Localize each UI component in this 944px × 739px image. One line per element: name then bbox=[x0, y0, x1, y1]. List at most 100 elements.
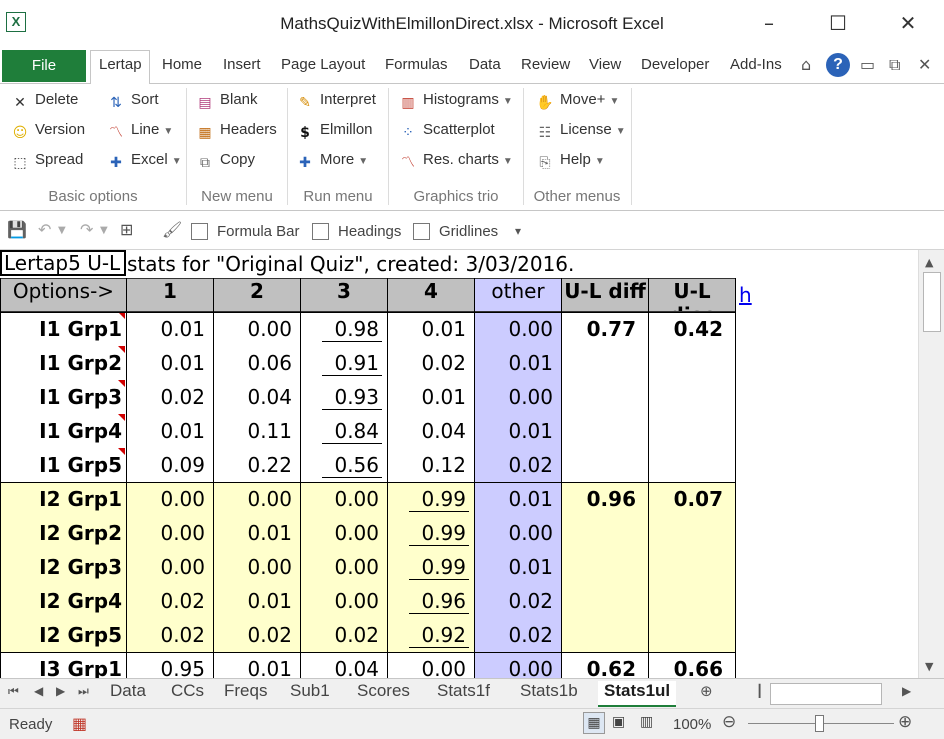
table-cell[interactable]: 0.04 bbox=[421, 419, 466, 443]
scroll-down-icon[interactable]: ▼ bbox=[925, 660, 934, 673]
table-cell[interactable]: 0.02 bbox=[508, 623, 553, 647]
table-cell[interactable]: 0.04 bbox=[247, 385, 292, 409]
ribbon-minimize-icon[interactable]: ▭ bbox=[860, 55, 876, 74]
table-cell[interactable]: 0.00 bbox=[508, 657, 553, 678]
row-label[interactable]: I1 Grp1 bbox=[39, 317, 122, 341]
table-cell[interactable]: 0.95 bbox=[160, 657, 205, 678]
insert-sheet-icon[interactable]: ⊕ bbox=[700, 682, 713, 700]
excel-button[interactable]: ✚ Excel ▼ bbox=[106, 148, 181, 172]
column-header[interactable]: U-L diff bbox=[561, 278, 649, 312]
table-cell[interactable]: 0.00 bbox=[247, 317, 292, 341]
zoom-slider-thumb[interactable] bbox=[815, 715, 824, 732]
sheet-tab-stats1ul[interactable]: Stats1ul bbox=[598, 681, 677, 707]
table-cell[interactable]: 0.01 bbox=[160, 419, 205, 443]
cell-a1[interactable]: Lertap5 U-L bbox=[0, 250, 126, 276]
ul-diff-cell[interactable] bbox=[561, 550, 636, 584]
table-cell[interactable]: 0.96 bbox=[421, 589, 466, 613]
last-sheet-icon[interactable]: ⏭ bbox=[78, 684, 89, 698]
table-cell[interactable]: 0.02 bbox=[160, 385, 205, 409]
tab-split-handle-icon[interactable]: ┃ bbox=[756, 684, 764, 698]
maximize-button[interactable]: ☐ bbox=[829, 11, 847, 35]
row-label[interactable]: I1 Grp5 bbox=[39, 453, 122, 477]
table-cell[interactable]: 0.01 bbox=[247, 657, 292, 678]
tab-insert[interactable]: Insert bbox=[223, 56, 261, 73]
ribbon-collapse-icon[interactable]: ⌂ bbox=[801, 55, 812, 74]
tab-formulas[interactable]: Formulas bbox=[385, 56, 448, 73]
tab-file[interactable]: File bbox=[2, 50, 86, 82]
ul-disc-cell[interactable] bbox=[648, 448, 723, 482]
scroll-up-icon[interactable]: ▲ bbox=[925, 256, 934, 269]
table-cell[interactable]: 0.02 bbox=[160, 623, 205, 647]
ul-disc-cell[interactable]: 0.07 bbox=[673, 487, 723, 511]
license-button[interactable]: ☷ License ▼ bbox=[535, 118, 626, 142]
row-label[interactable]: I2 Grp1 bbox=[39, 487, 122, 511]
table-cell[interactable]: 0.92 bbox=[421, 623, 466, 647]
ul-disc-cell[interactable] bbox=[648, 414, 723, 448]
next-sheet-icon[interactable]: ▶ bbox=[56, 684, 66, 698]
table-cell[interactable]: 0.02 bbox=[247, 623, 292, 647]
vertical-scrollbar[interactable]: ▲ ▼ bbox=[918, 250, 944, 678]
table-cell[interactable]: 0.12 bbox=[421, 453, 466, 477]
zoom-level[interactable]: 100% bbox=[673, 716, 712, 733]
table-cell[interactable]: 0.01 bbox=[160, 351, 205, 375]
ribbon-close-icon[interactable]: ✕ bbox=[918, 55, 932, 74]
tab-data[interactable]: Data bbox=[469, 56, 501, 73]
hyperlink-cell[interactable]: h bbox=[739, 283, 752, 307]
ul-disc-cell[interactable] bbox=[648, 516, 723, 550]
sort-button[interactable]: ⇅ Sort bbox=[106, 88, 158, 112]
tab-view[interactable]: View bbox=[589, 56, 622, 73]
scatterplot-button[interactable]: ⁘ Scatterplot bbox=[398, 118, 495, 142]
delete-button[interactable]: ✕ Delete bbox=[10, 88, 78, 112]
line-button[interactable]: 〽 Line ▼ bbox=[106, 118, 173, 142]
row-label[interactable]: I2 Grp4 bbox=[39, 589, 122, 613]
ul-diff-cell[interactable] bbox=[561, 448, 636, 482]
table-cell[interactable]: 0.01 bbox=[421, 317, 466, 341]
ul-diff-cell[interactable] bbox=[561, 516, 636, 550]
ul-disc-cell[interactable]: 0.66 bbox=[673, 657, 723, 678]
close-button[interactable]: ✕ bbox=[899, 11, 917, 35]
tab-add-ins[interactable]: Add-Ins bbox=[730, 56, 782, 73]
histograms-button[interactable]: ▥ Histograms ▼ bbox=[398, 88, 512, 112]
ul-diff-cell[interactable] bbox=[561, 618, 636, 652]
table-cell[interactable]: 0.02 bbox=[508, 453, 553, 477]
table-cell[interactable]: 0.00 bbox=[247, 487, 292, 511]
arrange-icon[interactable]: ⊞ bbox=[120, 220, 134, 239]
column-header[interactable]: 1 bbox=[126, 278, 214, 312]
zoom-in-icon[interactable]: ⊕ bbox=[898, 712, 913, 732]
headers-button[interactable]: ▦ Headers bbox=[195, 118, 276, 142]
help-menu-button[interactable]: ⎘ Help ▼ bbox=[535, 148, 604, 172]
prev-sheet-icon[interactable]: ◀ bbox=[34, 684, 44, 698]
undo-icon[interactable]: ↶ bbox=[38, 220, 52, 239]
column-header[interactable]: other bbox=[474, 278, 562, 312]
sheet-tab-stats1b[interactable]: Stats1b bbox=[520, 681, 578, 700]
ul-disc-cell[interactable] bbox=[648, 584, 723, 618]
redo-icon[interactable]: ↷ bbox=[80, 220, 94, 239]
customize-qat-icon[interactable]: ▾ bbox=[515, 224, 522, 238]
ul-diff-cell[interactable] bbox=[561, 380, 636, 414]
table-cell[interactable]: 0.00 bbox=[508, 385, 553, 409]
ul-diff-cell[interactable]: 0.77 bbox=[586, 317, 636, 341]
table-cell[interactable]: 0.00 bbox=[334, 555, 379, 579]
brush-icon[interactable]: 🖌 bbox=[162, 220, 183, 239]
table-cell[interactable]: 0.01 bbox=[508, 351, 553, 375]
scroll-right-icon[interactable]: ▶ bbox=[902, 684, 912, 698]
minimize-button[interactable]: – bbox=[764, 11, 774, 35]
tab-lertap[interactable]: Lertap bbox=[99, 56, 142, 73]
table-cell[interactable]: 0.00 bbox=[508, 317, 553, 341]
excel-logo-icon[interactable]: X bbox=[6, 12, 26, 32]
sheet-tab-data[interactable]: Data bbox=[110, 681, 146, 700]
table-cell[interactable]: 0.93 bbox=[334, 385, 379, 409]
worksheet-grid[interactable]: Lertap5 U-L stats for "Original Quiz", c… bbox=[0, 250, 918, 678]
table-cell[interactable]: 0.00 bbox=[508, 521, 553, 545]
elmillon-button[interactable]: $ Elmillon bbox=[295, 118, 372, 142]
row-label[interactable]: I1 Grp2 bbox=[39, 351, 122, 375]
table-cell[interactable]: 0.01 bbox=[247, 589, 292, 613]
ul-disc-cell[interactable] bbox=[648, 346, 723, 380]
first-sheet-icon[interactable]: ⏮ bbox=[8, 684, 19, 698]
move-plus-button[interactable]: ✋ Move+ ▼ bbox=[536, 91, 620, 111]
table-cell[interactable]: 0.84 bbox=[334, 419, 379, 443]
more-button[interactable]: ✚ More ▼ bbox=[295, 148, 368, 172]
table-cell[interactable]: 0.00 bbox=[334, 521, 379, 545]
zoom-out-icon[interactable]: ⊖ bbox=[722, 712, 737, 732]
table-cell[interactable]: 0.00 bbox=[334, 487, 379, 511]
